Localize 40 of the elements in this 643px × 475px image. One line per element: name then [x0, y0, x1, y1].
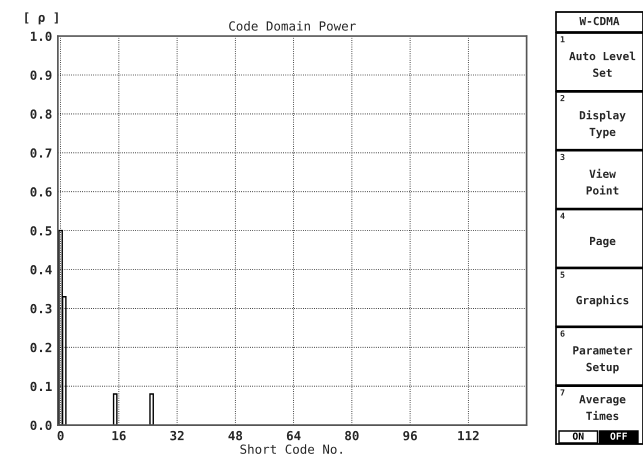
y-tick-label: 0.0: [30, 420, 52, 430]
x-tick-label: 64: [286, 430, 301, 440]
bar: [149, 393, 154, 426]
x-tick-label: 112: [458, 430, 479, 440]
y-tick-label: 0.2: [30, 342, 52, 352]
x-tick-label: 32: [170, 430, 184, 440]
text: Average Times: [579, 395, 626, 420]
text: 5: [560, 272, 564, 278]
text: Graphics: [576, 295, 628, 306]
chart-title: Code Domain Power: [229, 21, 356, 31]
text: 6: [560, 330, 565, 337]
y-tick-label: 1.0: [30, 32, 52, 42]
text: W-CDMA: [579, 16, 620, 26]
text: 7: [560, 389, 564, 396]
text: 1: [560, 36, 565, 42]
text: Page: [590, 236, 616, 248]
x-tick-label: 0: [58, 430, 64, 440]
text: OFF: [610, 432, 627, 440]
x-tick-label: 16: [112, 430, 126, 440]
y-tick-label: 0.3: [30, 304, 52, 314]
text: 2: [560, 94, 564, 102]
y-axis-title: [ ρ ]: [25, 12, 58, 24]
x-axis-title: Short Code No.: [240, 444, 342, 454]
y-tick-label: 0.8: [30, 109, 52, 119]
y-tick-label: 0.7: [30, 148, 52, 158]
text: Auto Level Set: [569, 52, 636, 77]
x-tick-label: 80: [345, 430, 359, 440]
y-tick-label: 0.5: [30, 226, 52, 236]
text: 3: [560, 154, 564, 160]
text: View Point: [586, 168, 618, 195]
y-tick-label: 0.9: [30, 70, 52, 80]
text: Display Type: [580, 110, 626, 138]
text: ON: [572, 432, 584, 440]
y-tick-label: 0.1: [30, 382, 52, 392]
x-tick-label: 48: [228, 430, 242, 440]
y-tick-label: 0.6: [30, 187, 52, 197]
y-tick-label: 0.4: [30, 264, 52, 274]
text: Parameter Setup: [573, 346, 632, 374]
text: 4: [560, 212, 565, 219]
x-tick-label: 96: [403, 430, 417, 440]
